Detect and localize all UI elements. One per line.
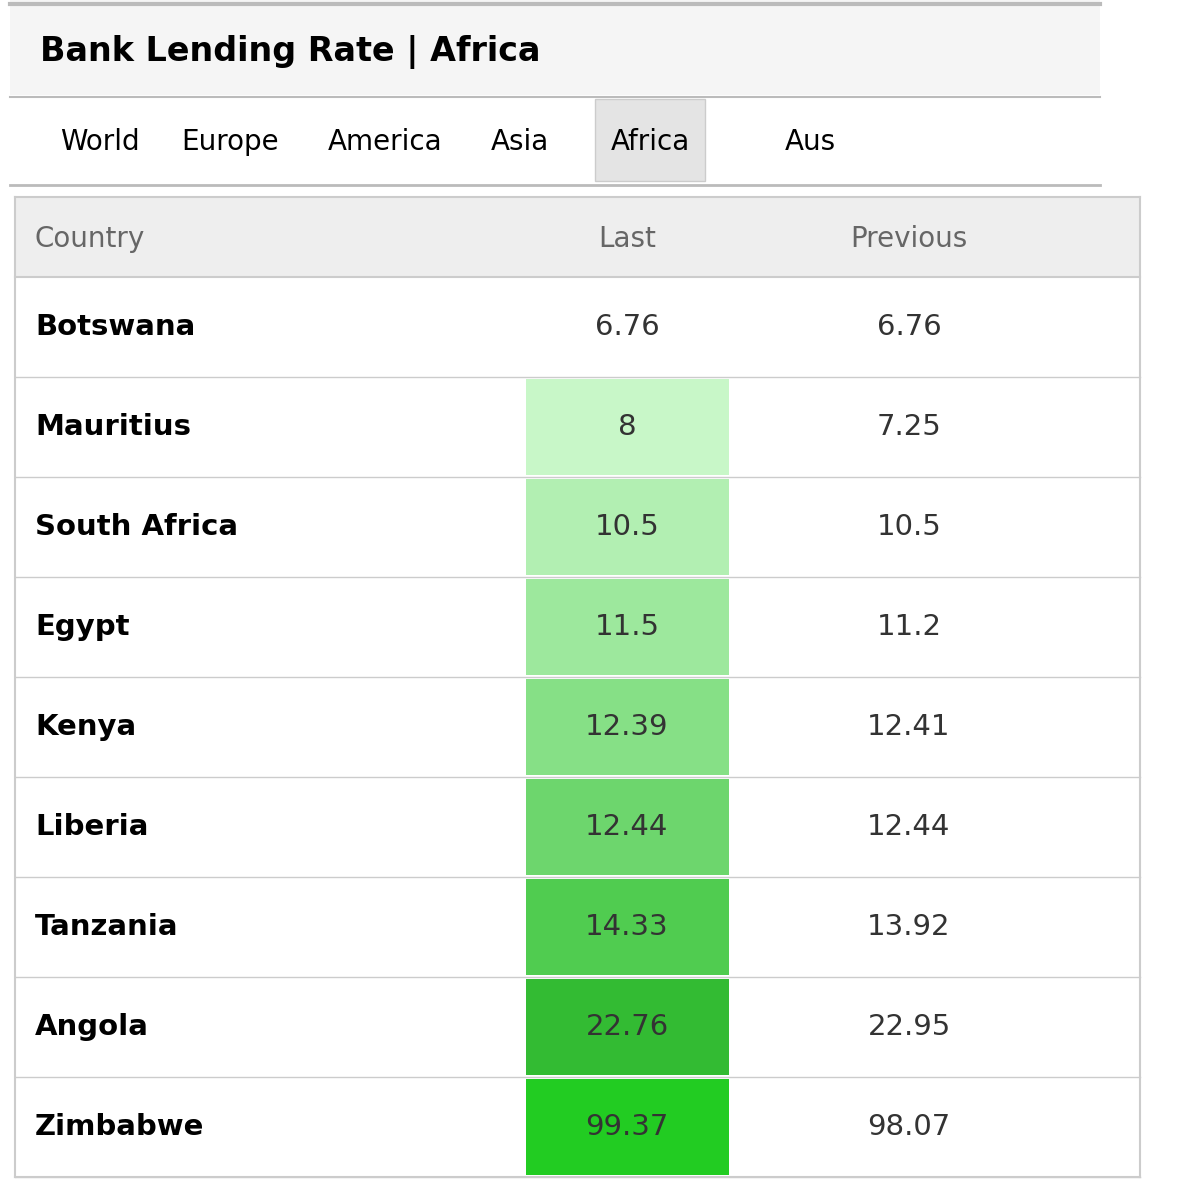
Text: 22.76: 22.76 <box>586 1013 668 1040</box>
FancyBboxPatch shape <box>526 379 730 475</box>
Text: Bank Lending Rate | Africa: Bank Lending Rate | Africa <box>40 35 540 70</box>
Text: 99.37: 99.37 <box>586 1114 668 1141</box>
FancyBboxPatch shape <box>14 277 1140 377</box>
Text: Tanzania: Tanzania <box>35 913 179 941</box>
FancyBboxPatch shape <box>14 577 1140 677</box>
Text: Previous: Previous <box>851 224 967 253</box>
FancyBboxPatch shape <box>526 479 730 575</box>
Text: 13.92: 13.92 <box>868 913 950 941</box>
Text: 22.95: 22.95 <box>868 1013 950 1040</box>
FancyBboxPatch shape <box>526 979 730 1075</box>
Text: Africa: Africa <box>611 127 690 156</box>
Text: Asia: Asia <box>491 127 550 156</box>
Text: 10.5: 10.5 <box>877 514 941 541</box>
Text: 14.33: 14.33 <box>586 913 668 941</box>
FancyBboxPatch shape <box>14 476 1140 577</box>
Text: 11.5: 11.5 <box>594 613 660 641</box>
FancyBboxPatch shape <box>14 377 1140 476</box>
FancyBboxPatch shape <box>14 1078 1140 1177</box>
Text: 12.41: 12.41 <box>868 713 950 740</box>
Text: Egypt: Egypt <box>35 613 130 641</box>
Text: 12.39: 12.39 <box>586 713 668 740</box>
Text: 98.07: 98.07 <box>868 1114 950 1141</box>
Text: 6.76: 6.76 <box>877 313 941 341</box>
FancyBboxPatch shape <box>10 95 1100 185</box>
FancyBboxPatch shape <box>526 1079 730 1175</box>
Text: Botswana: Botswana <box>35 313 196 341</box>
FancyBboxPatch shape <box>14 778 1140 877</box>
FancyBboxPatch shape <box>526 878 730 974</box>
Text: 6.76: 6.76 <box>595 313 659 341</box>
FancyBboxPatch shape <box>526 578 730 674</box>
FancyBboxPatch shape <box>526 779 730 875</box>
Text: 12.44: 12.44 <box>868 814 950 841</box>
Text: Europe: Europe <box>181 127 278 156</box>
Text: Zimbabwe: Zimbabwe <box>35 1114 204 1141</box>
Text: 12.44: 12.44 <box>586 814 668 841</box>
Text: 7.25: 7.25 <box>877 413 941 440</box>
Text: 10.5: 10.5 <box>595 514 659 541</box>
Text: Country: Country <box>35 224 145 253</box>
FancyBboxPatch shape <box>595 98 706 181</box>
Text: Last: Last <box>598 224 656 253</box>
FancyBboxPatch shape <box>14 197 1140 277</box>
FancyBboxPatch shape <box>14 677 1140 778</box>
Text: 11.2: 11.2 <box>876 613 942 641</box>
FancyBboxPatch shape <box>10 0 1100 95</box>
FancyBboxPatch shape <box>14 977 1140 1078</box>
Text: Angola: Angola <box>35 1013 149 1040</box>
FancyBboxPatch shape <box>14 877 1140 977</box>
Text: America: America <box>328 127 443 156</box>
Text: Liberia: Liberia <box>35 814 149 841</box>
Text: World: World <box>60 127 140 156</box>
Text: 8: 8 <box>618 413 636 440</box>
FancyBboxPatch shape <box>526 679 730 775</box>
Text: Mauritius: Mauritius <box>35 413 191 440</box>
Text: South Africa: South Africa <box>35 514 238 541</box>
Text: Aus: Aus <box>785 127 835 156</box>
Text: Kenya: Kenya <box>35 713 136 740</box>
